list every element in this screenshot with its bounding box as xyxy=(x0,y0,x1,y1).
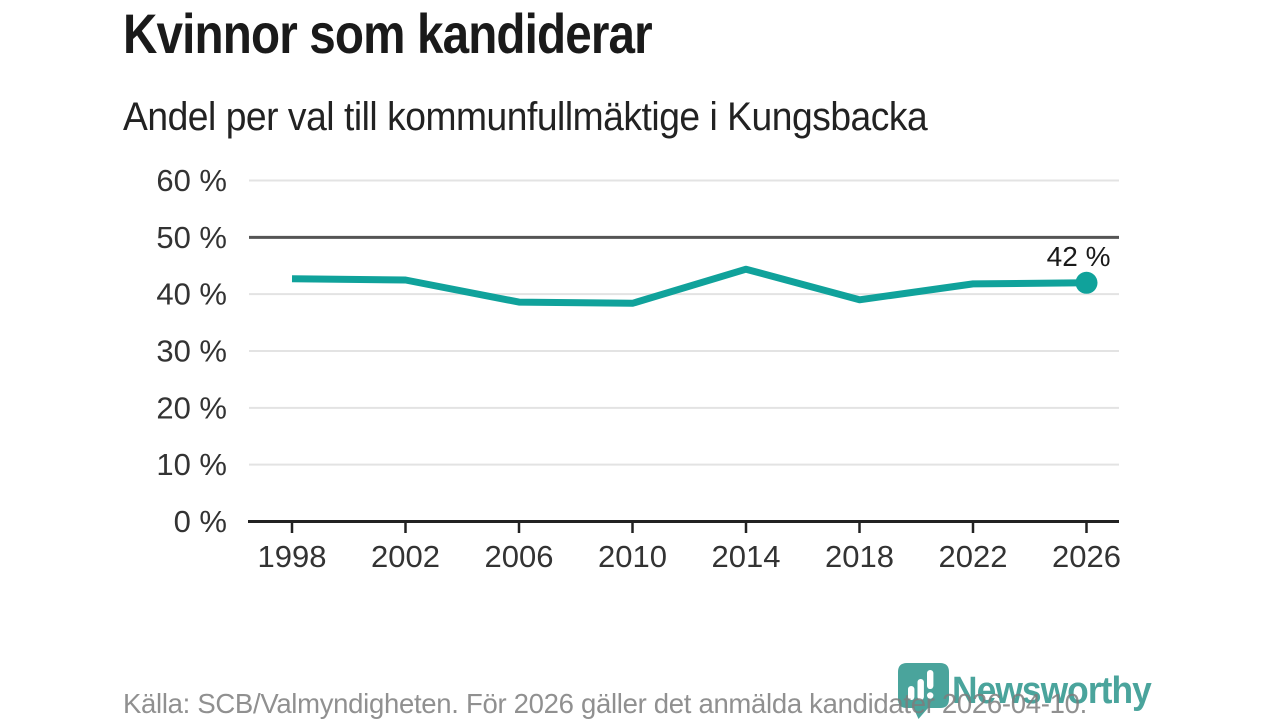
y-axis-label: 20 % xyxy=(156,390,227,425)
logo-bar-icon xyxy=(927,670,934,689)
logo-dot-icon xyxy=(927,692,934,699)
y-axis-label: 0 % xyxy=(174,504,227,539)
end-dot xyxy=(1075,271,1098,294)
x-axis-label: 2002 xyxy=(371,539,440,574)
chart-subtitle: Andel per val till kommunfullmäktige i K… xyxy=(123,95,928,139)
x-axis-label: 2026 xyxy=(1052,539,1121,574)
x-axis-label: 2018 xyxy=(825,539,894,574)
x-axis-label: 2006 xyxy=(485,539,554,574)
y-axis-label: 60 % xyxy=(156,163,227,198)
logo-bar-icon xyxy=(917,679,924,700)
end-value-label: 42 % xyxy=(1047,241,1111,272)
source-note: Källa: SCB/Valmyndigheten. För 2026 gäll… xyxy=(123,688,1087,719)
y-axis-label: 50 % xyxy=(156,220,227,255)
chart-title: Kvinnor som kandiderar xyxy=(123,2,653,65)
newsworthy-logo-icon xyxy=(898,663,949,719)
y-axis-label: 40 % xyxy=(156,277,227,312)
y-axis-label: 30 % xyxy=(156,334,227,369)
x-axis-label: 2014 xyxy=(712,539,781,574)
line-chart: 0 % 10 % 20 % 30 % 40 % 50 % 60 % 42 % 1998 2002 2… xyxy=(156,163,1121,574)
data-line xyxy=(291,265,1087,307)
x-axis-label: 2022 xyxy=(939,539,1008,574)
logo-bar-icon xyxy=(908,686,915,700)
y-axis-label: 10 % xyxy=(156,447,227,482)
x-axis-label: 1998 xyxy=(258,539,327,574)
newsworthy-logo-text: Newsworthy xyxy=(952,670,1152,712)
x-axis-label: 2010 xyxy=(598,539,667,574)
